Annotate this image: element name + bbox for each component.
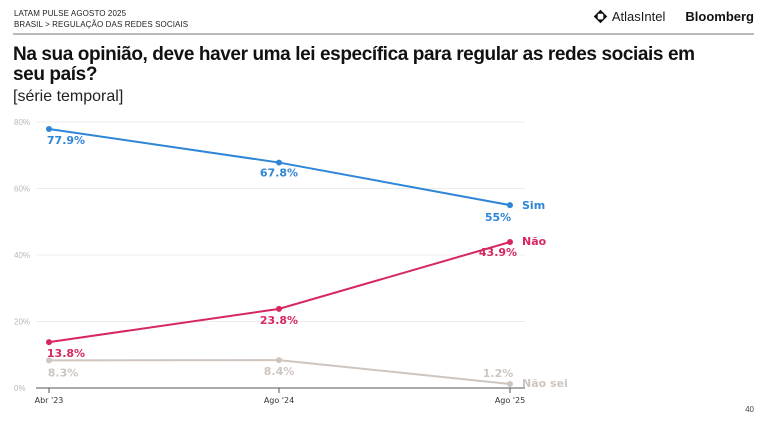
page-number: 40 [745, 405, 754, 414]
data-point [507, 202, 513, 209]
series-n-o-sei: 8.3% 8.4% 1.2% Não sei [46, 357, 568, 390]
y-tick-label: 60% [14, 185, 30, 194]
series-line [48, 241, 511, 344]
atlasintel-wordmark: AtlasIntel [611, 9, 666, 24]
y-tick-label: 40% [14, 251, 30, 260]
data-label: 8.4% [264, 365, 295, 378]
series-sim: 77.9% 67.8% 55% Sim [46, 125, 545, 224]
report-header: LATAM PULSE AGOSTO 2025 BRASIL > REGULAÇ… [14, 8, 188, 30]
data-point [46, 125, 52, 132]
chart-subtitle: [série temporal] [13, 88, 124, 105]
atlasintel-logo: AtlasIntel [593, 9, 665, 24]
x-tick-label: Abr '23 [35, 396, 64, 405]
y-tick-label: 0% [14, 384, 26, 393]
y-axis-ticks: 0% 20% 40% 60% 80% [14, 118, 30, 393]
chart-title: Na sua opinião, deve haver uma lei espec… [13, 44, 695, 85]
data-label: 13.8% [47, 347, 85, 360]
series-name-label: Sim [522, 199, 545, 212]
brand-logos: AtlasIntel Bloomberg [593, 9, 754, 24]
x-axis: Abr '23 Ago '24 Ago '25 [35, 387, 525, 405]
data-label: 43.9% [479, 246, 517, 259]
y-tick-label: 20% [14, 318, 30, 327]
y-tick-label: 80% [14, 118, 30, 127]
data-label: 23.8% [260, 314, 298, 327]
data-point [507, 239, 513, 246]
data-label: 8.3% [48, 366, 79, 379]
bloomberg-logo: Bloomberg [685, 9, 754, 24]
breadcrumb: BRASIL > REGULAÇÃO DAS REDES SOCIAIS [14, 20, 189, 29]
report-name: LATAM PULSE AGOSTO 2025 [14, 9, 127, 18]
data-label: 67.8% [260, 167, 298, 180]
data-label: 55% [485, 211, 511, 224]
data-point [276, 159, 282, 166]
data-point [276, 357, 282, 364]
x-tick-label: Ago '24 [264, 396, 294, 405]
series-n-o: 13.8% 23.8% 43.9% Não [46, 235, 547, 360]
data-point [46, 339, 52, 346]
data-point [507, 381, 513, 388]
data-label: 77.9% [47, 134, 85, 147]
series-name-label: Não [522, 235, 547, 248]
series-name-label: Não sei [522, 377, 568, 390]
data-label: 1.2% [483, 367, 514, 380]
header-divider [13, 33, 754, 35]
atlasintel-icon [593, 9, 608, 24]
data-point [46, 357, 52, 364]
data-point [276, 305, 282, 312]
grid-lines [36, 121, 525, 322]
x-tick-label: Ago '25 [495, 396, 525, 405]
